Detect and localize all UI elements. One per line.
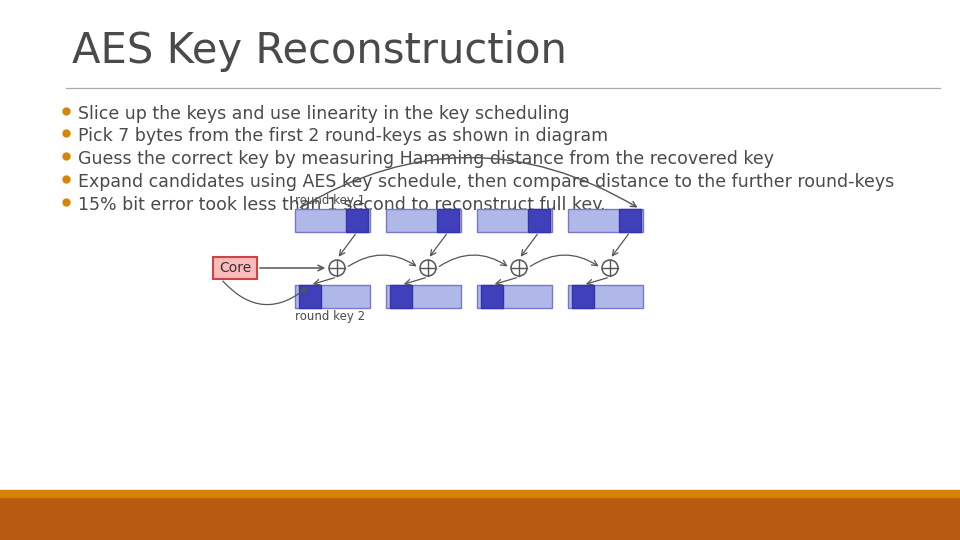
Bar [477, 209, 552, 232]
Bar [295, 285, 370, 308]
Bar [572, 285, 594, 308]
Text: Pick 7 bytes from the first 2 round-keys as shown in diagram: Pick 7 bytes from the first 2 round-keys… [78, 127, 608, 145]
Text: Expand candidates using AES key schedule, then compare distance to the further r: Expand candidates using AES key schedule… [78, 173, 895, 191]
Text: round key 1: round key 1 [295, 194, 365, 207]
Bar [619, 209, 641, 232]
Text: Slice up the keys and use linearity in the key scheduling: Slice up the keys and use linearity in t… [78, 105, 569, 123]
Bar [0, 493, 960, 540]
Bar [0, 490, 960, 497]
Text: round key 2: round key 2 [295, 310, 365, 323]
Bar [481, 285, 503, 308]
Bar [299, 285, 321, 308]
Bar [528, 209, 550, 232]
Bar [213, 257, 257, 279]
Text: Core: Core [219, 261, 252, 275]
Bar [477, 285, 552, 308]
Bar [568, 285, 643, 308]
Bar [295, 209, 370, 232]
Text: AES Key Reconstruction: AES Key Reconstruction [72, 30, 566, 72]
Bar [386, 209, 461, 232]
Text: 15% bit error took less than 1 second to reconstruct full key.: 15% bit error took less than 1 second to… [78, 196, 606, 214]
Bar [390, 285, 412, 308]
Bar [437, 209, 459, 232]
Bar [386, 285, 461, 308]
Bar [346, 209, 368, 232]
Text: Guess the correct key by measuring Hamming distance from the recovered key: Guess the correct key by measuring Hammi… [78, 150, 774, 168]
Bar [568, 209, 643, 232]
